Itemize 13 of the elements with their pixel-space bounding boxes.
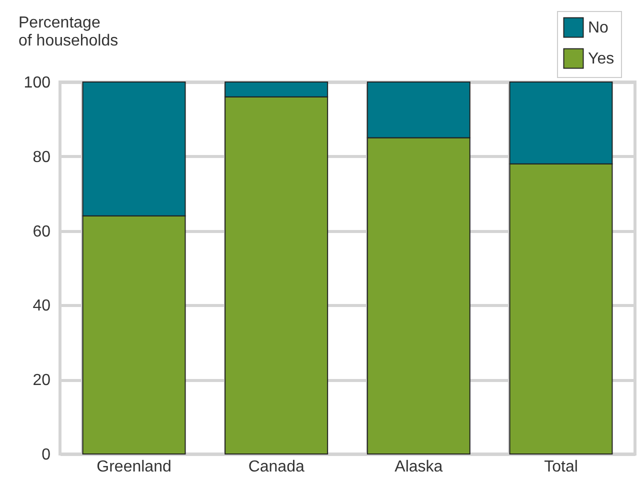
x-tick-label: Canada — [248, 458, 304, 476]
y-axis-title: Percentage of households — [18, 14, 118, 50]
y-tick-label: 80 — [32, 148, 51, 166]
y-tick-label: 100 — [24, 74, 51, 92]
y-tick-label: 40 — [32, 298, 51, 315]
y-tick-label: 20 — [32, 372, 51, 390]
y-tick-label: 60 — [32, 223, 51, 240]
x-tick-label: Greenland — [96, 458, 172, 476]
x-tick-label: Alaska — [394, 458, 443, 476]
legend-label: Yes — [588, 50, 614, 68]
y-tick-label: 0 — [42, 446, 51, 464]
legend-label: No — [588, 20, 609, 36]
x-tick-label: Total — [544, 458, 578, 476]
